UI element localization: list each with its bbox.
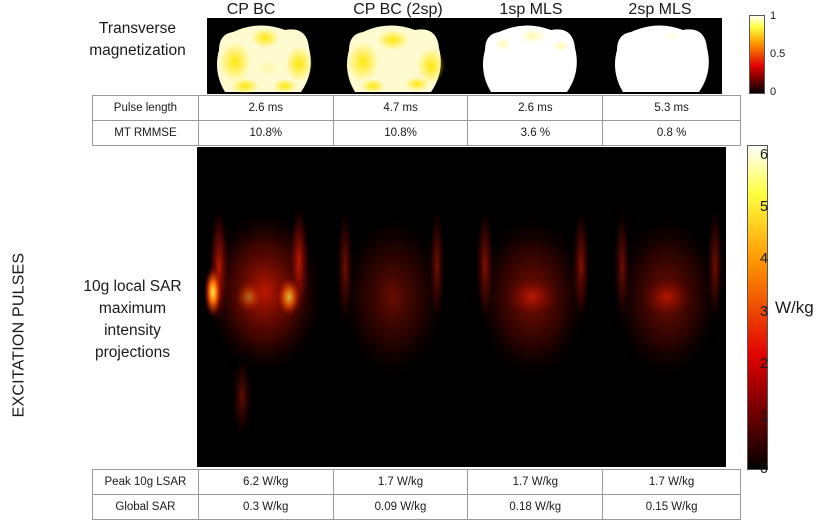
sar-map-cp-bc	[204, 204, 323, 437]
column-header-1sp-mls: 1sp MLS	[499, 1, 563, 18]
table-cell: 0.15 W/kg	[602, 494, 741, 520]
magnetization-map-1sp-mls	[483, 25, 577, 92]
table-cell: 5.3 ms	[602, 95, 741, 121]
table-cell-label: Pulse length	[92, 95, 199, 121]
table-cell-label: Global SAR	[92, 494, 199, 520]
table-row: MT RMMSE 10.8% 10.8% 3.6 % 0.8 %	[92, 120, 741, 146]
table-cell: 1.7 W/kg	[602, 469, 741, 495]
magnetization-map-2sp-mls	[615, 25, 709, 92]
sar-map-1sp-mls	[476, 207, 590, 377]
table-cell: 4.7 ms	[332, 95, 469, 121]
side-label: EXCITATION PULSES	[10, 252, 27, 418]
magnetization-map-cp-bc	[217, 25, 313, 94]
magnetization-map-cp-bc-2sp	[347, 25, 445, 93]
row-label-transverse-magnetization: Transverse magnetization	[80, 18, 195, 62]
column-header-2sp-mls: 2sp MLS	[628, 1, 692, 18]
table-cell-label: Peak 10g LSAR	[92, 469, 199, 495]
local-sar-mip-panel	[197, 147, 726, 467]
table-cell: 0.3 W/kg	[197, 494, 334, 520]
colorbar-sar-tick: 3	[760, 304, 769, 320]
table-cell-label: MT RMMSE	[92, 120, 199, 146]
row-label-line: 10g local SAR	[83, 278, 182, 295]
colorbar-sar-tick: 6	[760, 147, 769, 163]
colorbar-sar-tick: 5	[760, 199, 769, 215]
table-cell: 2.6 ms	[197, 95, 334, 121]
row-label-line: intensity	[104, 322, 161, 339]
column-header-cp-bc-2sp: CP BC (2sp)	[353, 1, 443, 18]
colorbar-sar-tick: 2	[760, 356, 769, 372]
table-cell: 0.09 W/kg	[332, 494, 469, 520]
table-cell: 10.8%	[332, 120, 469, 146]
table-row: Pulse length 2.6 ms 4.7 ms 2.6 ms 5.3 ms	[92, 95, 741, 121]
table-cell: 6.2 W/kg	[197, 469, 334, 495]
colorbar-sar-unit: W/kg	[775, 298, 814, 317]
table-cell: 3.6 %	[467, 120, 604, 146]
colorbar-sar-tick: 1	[760, 409, 769, 425]
colorbar-magnetization	[749, 15, 765, 94]
row-label-line: projections	[95, 344, 170, 361]
colorbar-sar-tick: 4	[760, 251, 769, 267]
table-cell: 2.6 ms	[467, 95, 604, 121]
row-label-line: Transverse	[99, 20, 176, 37]
row-label-local-sar: 10g local SAR maximum intensity projecti…	[70, 276, 195, 364]
table-cell: 10.8%	[197, 120, 334, 146]
sar-map-2sp-mls	[614, 207, 723, 377]
row-label-line: maximum	[98, 300, 167, 317]
sar-map-cp-bc-2sp	[337, 207, 445, 377]
table-pulse-metrics: Pulse length 2.6 ms 4.7 ms 2.6 ms 5.3 ms…	[92, 95, 741, 146]
table-sar-metrics: Peak 10g LSAR 6.2 W/kg 1.7 W/kg 1.7 W/kg…	[92, 469, 741, 520]
transverse-magnetization-panel	[207, 18, 722, 94]
table-cell: 1.7 W/kg	[332, 469, 469, 495]
colorbar-magnetization-tick: 0	[770, 86, 777, 98]
table-row: Peak 10g LSAR 6.2 W/kg 1.7 W/kg 1.7 W/kg…	[92, 469, 741, 495]
colorbar-sar-tick: 0	[760, 461, 769, 477]
row-label-line: magnetization	[89, 42, 186, 59]
table-cell: 0.8 %	[602, 120, 741, 146]
colorbar-sar	[747, 145, 768, 470]
column-header-cp-bc: CP BC	[226, 1, 276, 18]
table-cell: 1.7 W/kg	[467, 469, 604, 495]
colorbar-magnetization-tick: 0.5	[770, 48, 786, 60]
colorbar-magnetization-tick: 1	[770, 10, 777, 22]
table-cell: 0.18 W/kg	[467, 494, 604, 520]
table-row: Global SAR 0.3 W/kg 0.09 W/kg 0.18 W/kg …	[92, 494, 741, 520]
